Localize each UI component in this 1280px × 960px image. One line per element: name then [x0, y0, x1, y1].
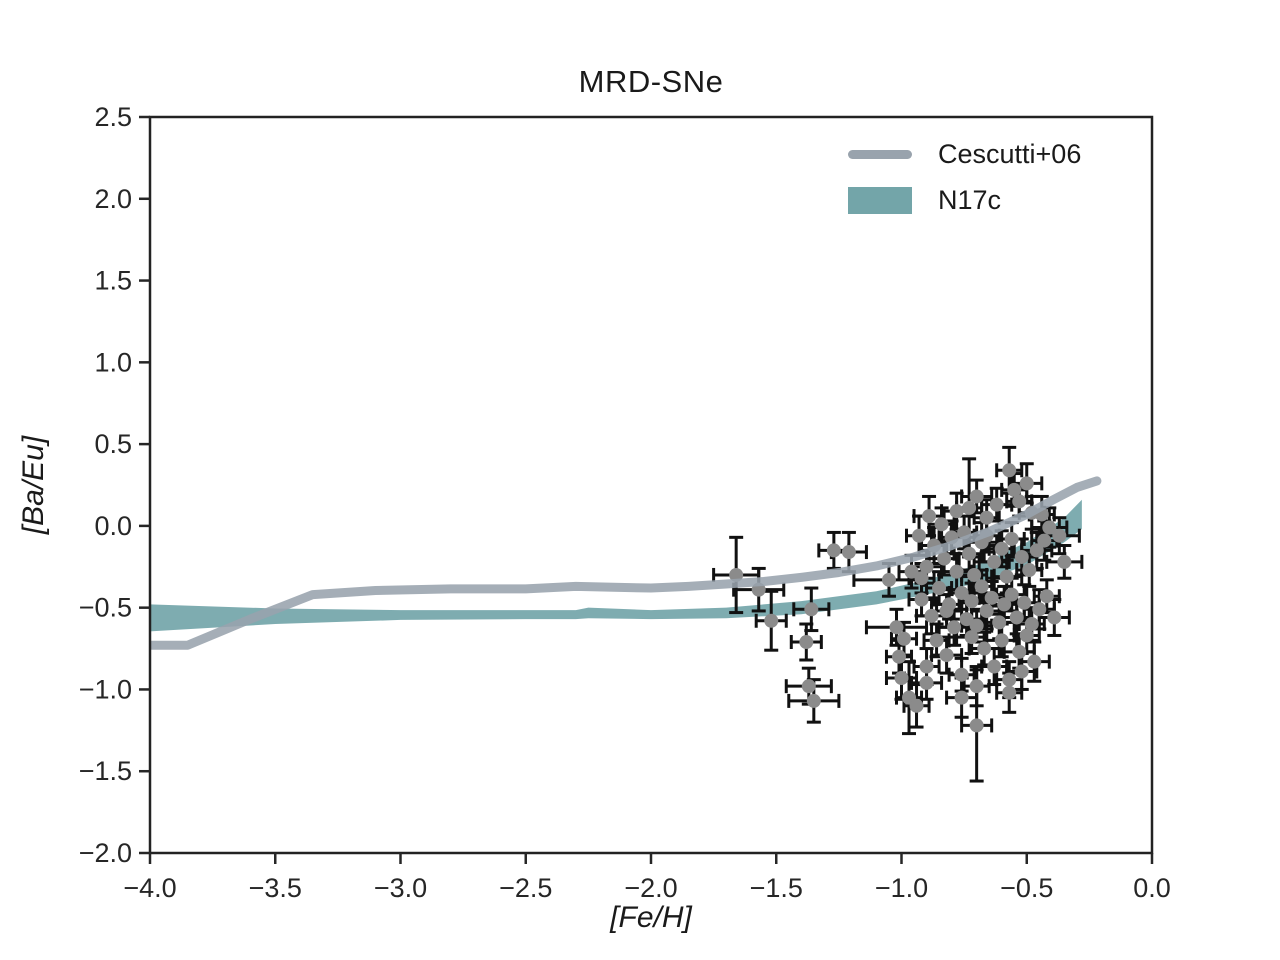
svg-text:−2.5: −2.5 [499, 873, 552, 903]
svg-text:0.5: 0.5 [94, 429, 132, 459]
svg-text:0.0: 0.0 [1133, 873, 1171, 903]
line-swatch-icon [848, 149, 912, 159]
svg-text:−1.5: −1.5 [750, 873, 803, 903]
svg-text:−0.5: −0.5 [1000, 873, 1053, 903]
svg-text:−3.5: −3.5 [249, 873, 302, 903]
chart-title: MRD-SNe [578, 64, 724, 99]
legend-item-n17c: N17c [848, 184, 1081, 216]
band-swatch-icon [848, 186, 912, 214]
svg-text:−0.5: −0.5 [79, 593, 132, 623]
scatter-markers [729, 463, 1072, 733]
axis-ticks [139, 115, 1154, 864]
legend-label: N17c [938, 184, 1002, 215]
svg-text:−3.0: −3.0 [374, 873, 427, 903]
svg-text:−1.0: −1.0 [79, 674, 132, 704]
tick-labels: −4.0 −3.5 −3.0 −2.5 −2.0 −1.5 −1.0 −0.5 0.0 2.5 2.… [79, 102, 1171, 903]
x-axis-label: [Fe/H] [610, 901, 692, 934]
legend: Cescutti+06 N17c [848, 138, 1081, 216]
y-axis-label: [Ba/Eu] [17, 435, 50, 535]
legend-item-cescutti06: Cescutti+06 [848, 138, 1081, 170]
svg-text:1.0: 1.0 [94, 347, 132, 377]
svg-text:−1.5: −1.5 [79, 756, 132, 786]
legend-label: Cescutti+06 [938, 138, 1082, 169]
line-cescutti06 [149, 476, 1102, 650]
svg-text:−2.0: −2.0 [79, 838, 132, 868]
svg-text:2.5: 2.5 [94, 102, 132, 132]
svg-text:1.5: 1.5 [94, 266, 132, 296]
svg-text:−4.0: −4.0 [123, 873, 176, 903]
svg-text:2.0: 2.0 [94, 184, 132, 214]
band-n17c [150, 499, 1082, 632]
svg-text:−2.0: −2.0 [624, 873, 677, 903]
svg-text:−1.0: −1.0 [875, 873, 928, 903]
svg-text:0.0: 0.0 [94, 511, 132, 541]
